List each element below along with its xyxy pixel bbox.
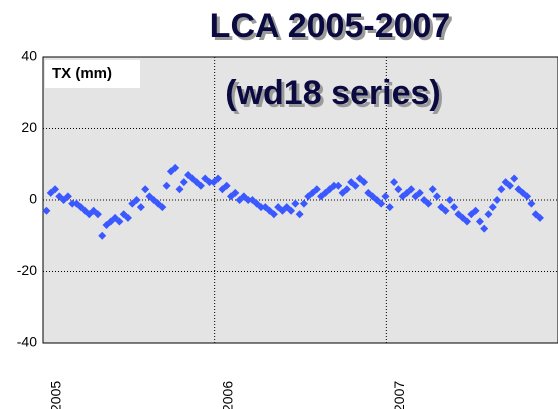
point	[377, 199, 386, 208]
y-label-box	[45, 60, 140, 88]
subtitle-shadow: (wd18 series)	[228, 77, 443, 115]
point	[381, 192, 390, 201]
point	[214, 174, 223, 183]
point	[244, 196, 253, 204]
point	[535, 213, 544, 222]
point	[115, 217, 124, 226]
chart-title: LCA 2005-2007	[210, 7, 451, 45]
point	[445, 196, 454, 204]
point	[295, 210, 304, 219]
point	[42, 206, 51, 215]
point	[132, 196, 141, 204]
point	[415, 188, 424, 197]
point	[488, 203, 497, 212]
point	[385, 203, 394, 212]
point	[450, 203, 459, 212]
point	[463, 217, 472, 226]
point	[424, 199, 433, 208]
point	[196, 181, 205, 190]
point	[475, 217, 484, 226]
point	[510, 174, 519, 183]
point	[123, 213, 132, 222]
x-tick-label: 2006	[219, 381, 235, 409]
point	[428, 185, 437, 194]
point	[432, 192, 441, 201]
point	[505, 181, 514, 190]
point	[158, 203, 167, 212]
y-tick-label: 0	[29, 191, 37, 207]
point	[484, 210, 493, 219]
chart-subtitle: (wd18 series)	[225, 74, 440, 112]
y-tick-label: -40	[17, 334, 37, 350]
point	[471, 206, 480, 215]
point	[162, 181, 171, 190]
point	[98, 231, 107, 240]
point	[231, 188, 240, 197]
point	[287, 206, 296, 215]
point	[527, 199, 536, 208]
point	[93, 210, 102, 219]
point	[360, 178, 369, 187]
point	[441, 206, 450, 215]
y-tick-label: 20	[21, 119, 37, 135]
point	[51, 185, 60, 194]
point	[175, 185, 184, 194]
point	[407, 185, 416, 194]
point	[171, 163, 180, 172]
point	[480, 224, 489, 233]
point	[222, 181, 231, 190]
y-tick-label: 40	[21, 48, 37, 64]
y-label: TX (mm)	[52, 65, 112, 82]
point	[299, 199, 308, 208]
y-tick-label: -20	[17, 262, 37, 278]
point	[493, 196, 502, 204]
point	[205, 178, 214, 187]
point	[269, 210, 278, 219]
point	[141, 185, 150, 194]
point	[136, 203, 145, 212]
point	[523, 192, 532, 201]
point	[334, 181, 343, 190]
point	[497, 185, 506, 194]
point	[329, 181, 338, 190]
point	[390, 178, 399, 187]
point	[291, 199, 300, 208]
point	[342, 185, 351, 194]
x-tick-label: 2005	[48, 381, 64, 409]
point	[351, 181, 360, 190]
x-tick-label: 2007	[391, 381, 407, 409]
title-shadow: LCA 2005-2007	[213, 10, 454, 48]
point	[257, 203, 266, 212]
point	[63, 192, 72, 201]
point	[312, 185, 321, 194]
point	[68, 199, 77, 208]
point	[179, 178, 188, 187]
point	[394, 185, 403, 194]
